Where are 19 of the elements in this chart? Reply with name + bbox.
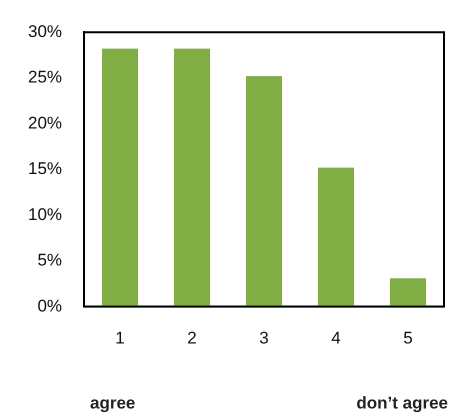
x-tick-label: 1 [115, 328, 125, 348]
bar [390, 278, 426, 307]
y-tick-label: 25% [28, 68, 62, 87]
bar [246, 76, 282, 307]
text: don’t agree [356, 394, 448, 413]
x-tick-label: 2 [187, 328, 197, 348]
y-tick-label: 15% [28, 159, 62, 178]
x-tick-label: 5 [403, 328, 413, 348]
y-tick-label: 10% [28, 204, 62, 224]
x-tick-label: 4 [331, 328, 341, 348]
text: agree [90, 394, 136, 413]
y-tick-label: 30% [28, 22, 62, 41]
bar [174, 48, 210, 307]
y-tick-label: 20% [28, 113, 62, 132]
bar [102, 48, 138, 307]
y-tick-label: 5% [37, 250, 62, 270]
x-tick-label: 3 [259, 328, 269, 348]
bar [318, 168, 354, 307]
y-tick-label: 0% [37, 296, 62, 316]
